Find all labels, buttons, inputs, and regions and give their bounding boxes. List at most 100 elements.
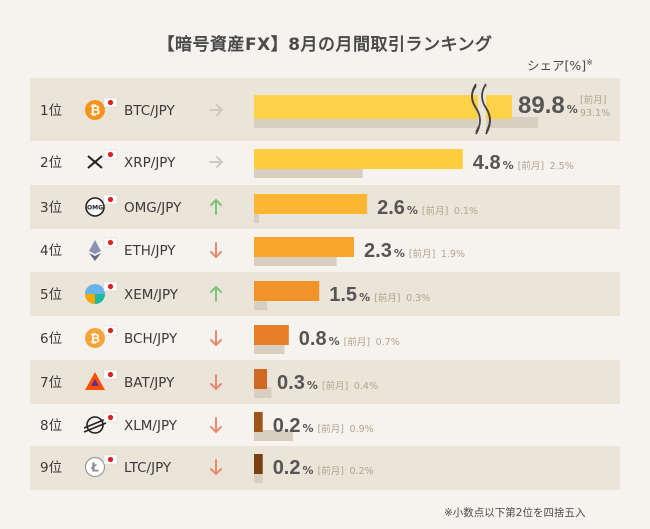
litecoin-icon-part bbox=[84, 456, 106, 478]
prev-month-label: [前月] bbox=[409, 248, 435, 260]
rank-label: 9位 bbox=[40, 460, 62, 476]
bitcoin-icon-part: ₿ bbox=[90, 104, 101, 119]
value-bar bbox=[254, 149, 463, 169]
prev-month-label: [前月] bbox=[374, 292, 400, 304]
percent-sign: % bbox=[359, 291, 370, 304]
prev-month-value: 0.4% bbox=[354, 381, 378, 392]
jp-flag-sun bbox=[107, 239, 114, 246]
unit-text: シェア[%] bbox=[527, 58, 587, 73]
unit-label: シェア[%]※ bbox=[527, 55, 593, 74]
prev-month-value: 2.5% bbox=[550, 161, 574, 172]
prev-bar bbox=[254, 117, 538, 128]
chart-title: 【暗号資産FX】8月の月間取引ランキング bbox=[157, 35, 493, 55]
stellar-icon-part bbox=[83, 418, 107, 433]
percent-sign: % bbox=[407, 204, 418, 217]
jp-flag-sun bbox=[107, 327, 114, 334]
stellar-icon bbox=[83, 416, 107, 434]
percent-sign: % bbox=[307, 379, 318, 392]
pair-label: BAT/JPY bbox=[124, 375, 175, 391]
value-bar bbox=[254, 194, 368, 214]
value-label: 0.8 bbox=[299, 328, 327, 350]
prev-month-value: 0.3% bbox=[406, 293, 430, 304]
axis-break-right bbox=[481, 83, 491, 135]
percent-sign: % bbox=[329, 335, 340, 348]
prev-month-value: 0.7% bbox=[376, 337, 400, 348]
row-shade bbox=[30, 272, 620, 316]
bitcoin-icon-part bbox=[85, 100, 105, 120]
jp-flag-sun bbox=[107, 371, 114, 378]
arrow-down-icon bbox=[210, 374, 222, 391]
prev-month-label: [前月] bbox=[318, 465, 344, 477]
unit-note-mark: ※ bbox=[586, 57, 593, 67]
pair-label: XEM/JPY bbox=[124, 287, 179, 303]
pair-label: XRP/JPY bbox=[124, 155, 176, 171]
value-label: 2.3 bbox=[364, 240, 392, 262]
pair-label: BTC/JPY bbox=[124, 103, 176, 119]
bitcoin-icon: ₿ bbox=[85, 100, 105, 120]
prev-month-label: [前月] bbox=[344, 336, 370, 348]
footnote: ※小数点以下第2位を四捨五入 bbox=[444, 507, 586, 519]
bitcoin-cash-icon-part: ₿ bbox=[90, 332, 100, 346]
value-label: 4.8 bbox=[473, 152, 501, 174]
prev-bar bbox=[254, 387, 272, 398]
jp-flag-sun bbox=[107, 196, 114, 203]
ethereum-icon-part bbox=[89, 253, 101, 261]
value-label: 2.6 bbox=[377, 197, 405, 219]
percent-sign: % bbox=[503, 159, 514, 172]
rank-label: 3位 bbox=[40, 200, 62, 216]
value-label: 0.2 bbox=[273, 457, 301, 479]
prev-bar bbox=[254, 299, 268, 310]
value-bar bbox=[254, 412, 263, 432]
rank-label: 8位 bbox=[40, 418, 62, 434]
prev-month-value: 0.9% bbox=[350, 424, 374, 435]
row-shade bbox=[30, 446, 620, 490]
nem-icon bbox=[85, 284, 105, 304]
jp-flag-sun bbox=[107, 99, 114, 106]
percent-sign: % bbox=[303, 422, 314, 435]
bat-icon-part bbox=[91, 379, 99, 386]
value-bar bbox=[254, 237, 355, 257]
xrp-icon bbox=[87, 155, 103, 169]
percent-sign: % bbox=[567, 103, 578, 116]
prev-bar bbox=[254, 430, 294, 441]
pair-label: OMG/JPY bbox=[124, 200, 182, 216]
prev-bar bbox=[254, 255, 337, 266]
value-label: 1.5 bbox=[329, 284, 357, 306]
nem-icon-part bbox=[85, 294, 95, 304]
rank-label: 1位 bbox=[40, 103, 62, 119]
bat-icon bbox=[85, 372, 105, 390]
prev-bar bbox=[254, 167, 363, 178]
prev-month-label: [前月] bbox=[580, 94, 606, 106]
omg-icon-part bbox=[85, 197, 105, 217]
arrow-up-icon bbox=[210, 285, 222, 302]
prev-bar bbox=[254, 472, 263, 483]
omg-icon: OMG bbox=[85, 197, 105, 217]
value-label: 0.3 bbox=[277, 372, 305, 394]
nem-icon-part bbox=[95, 294, 105, 304]
jp-flag-sun bbox=[107, 151, 114, 158]
arrow-down-icon bbox=[210, 330, 222, 347]
prev-bar bbox=[254, 343, 285, 354]
rank-label: 7位 bbox=[40, 375, 62, 391]
value-bar bbox=[254, 281, 320, 301]
rank-label: 4位 bbox=[40, 243, 62, 259]
jp-flag-sun bbox=[107, 414, 114, 421]
value-label: 89.8 bbox=[518, 92, 565, 119]
pair-label: LTC/JPY bbox=[124, 460, 172, 476]
jp-flag-sun bbox=[107, 283, 114, 290]
value-bar bbox=[254, 95, 512, 119]
prev-month-value: 1.9% bbox=[441, 249, 465, 260]
arrow-down-icon bbox=[210, 459, 222, 476]
ethereum-icon bbox=[89, 240, 101, 261]
prev-month-value: 0.1% bbox=[454, 206, 478, 217]
ethereum-icon-part bbox=[89, 240, 101, 254]
prev-month-label: [前月] bbox=[518, 160, 544, 172]
arrow-right-icon bbox=[209, 104, 224, 116]
bitcoin-cash-icon-part bbox=[85, 328, 105, 348]
litecoin-icon-part: Ł bbox=[90, 461, 99, 475]
xrp-icon-part bbox=[87, 155, 103, 169]
prev-month-label: [前月] bbox=[322, 380, 348, 392]
rank-label: 2位 bbox=[40, 155, 62, 171]
prev-month-label: [前月] bbox=[318, 423, 344, 435]
